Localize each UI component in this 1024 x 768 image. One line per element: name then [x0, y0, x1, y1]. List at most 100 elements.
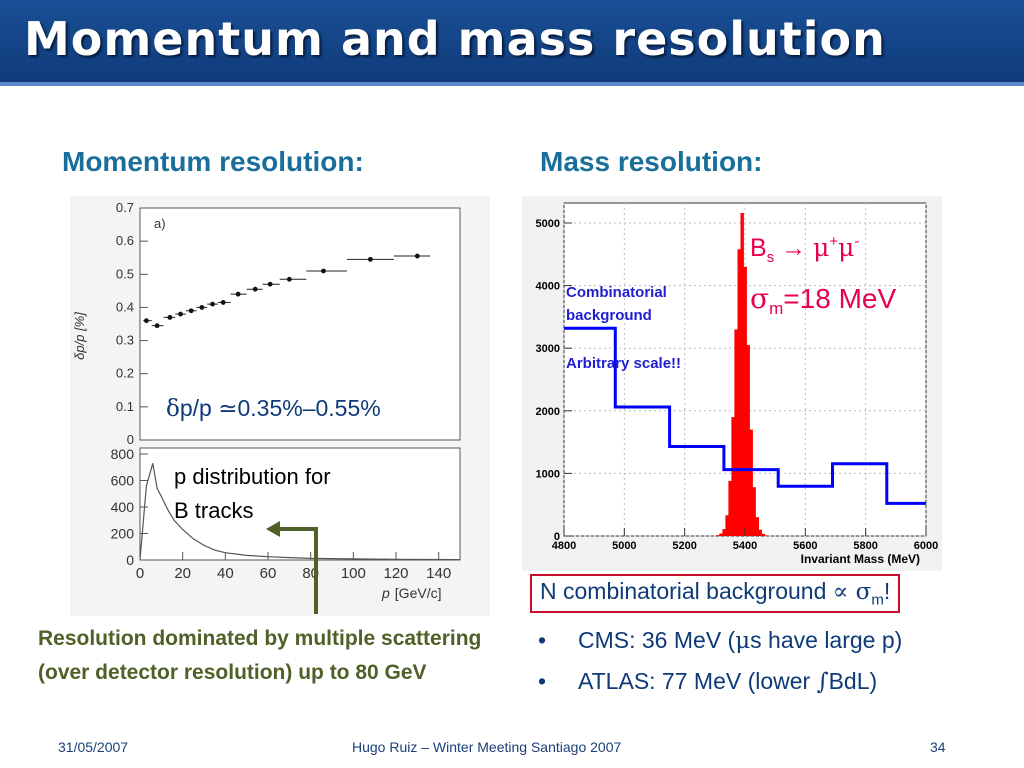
signal-bar — [761, 533, 765, 536]
ytick-label: 3000 — [536, 343, 560, 355]
resolution-ylabel: δp/p [%] — [72, 312, 87, 360]
xtick-label: 40 — [217, 565, 234, 582]
signal-bar — [749, 429, 753, 536]
xtick-label: 6000 — [914, 540, 938, 552]
combinatorial-box: N combinatorial background ∝ σm! — [530, 574, 901, 613]
resolution-point — [178, 311, 183, 317]
ytick-label: 5000 — [536, 218, 560, 230]
resolution-point — [235, 291, 241, 297]
ytick-label: 0.7 — [116, 200, 134, 215]
resolution-annotation: δp/p ≃0.35%–0.55% — [166, 395, 381, 422]
resolution-yticks: 0.7 0.6 0.5 0.4 0.3 0.2 0.1 0 — [116, 200, 148, 447]
signal-bar — [734, 329, 738, 536]
xtick-label: 5800 — [853, 540, 877, 552]
mass-xticks: 4800 5000 5200 5400 5600 5800 6000 — [552, 528, 938, 552]
xtick-label: 5400 — [733, 540, 757, 552]
signal-bar — [728, 480, 732, 536]
ytick-label: 600 — [111, 473, 135, 489]
xtick-label: 60 — [260, 565, 277, 582]
signal-bar — [716, 535, 720, 536]
arrow-line — [276, 527, 318, 614]
xtick-label: 140 — [426, 565, 451, 582]
resolution-point — [167, 314, 173, 320]
signal-bar — [758, 529, 762, 536]
resolution-point — [144, 318, 149, 324]
multiple-scattering-note: Resolution dominated by multiple scatter… — [38, 627, 482, 684]
title-rule — [0, 82, 1024, 86]
pdist-xlabel: p [GeV/c] — [381, 585, 441, 601]
xtick-label: 100 — [341, 565, 366, 582]
signal-bar — [731, 417, 735, 536]
xtick-label: 5600 — [793, 540, 817, 552]
resolution-point — [368, 256, 373, 262]
resolution-points — [143, 253, 431, 329]
momentum-figure: δp/p [%] a) 0.7 0.6 0.5 0.4 0.3 0.2 0.1 0 δp/p … — [70, 196, 490, 616]
ytick-label: 1000 — [536, 468, 560, 480]
resolution-point — [321, 268, 326, 274]
signal-bar — [719, 533, 723, 536]
signal-bar — [746, 345, 750, 536]
resolution-point — [199, 305, 205, 310]
resolution-point — [220, 300, 226, 305]
sigma-label: σm=18 MeV — [750, 282, 896, 318]
list-item: • CMS: 36 MeV (μs have large p) — [538, 627, 903, 654]
bkg-label-line2: background — [566, 307, 652, 324]
xtick-label: 5000 — [612, 540, 636, 552]
bkg-label-line1: Combinatorial — [566, 284, 667, 301]
xtick-label: 4800 — [552, 540, 576, 552]
list-item: • ATLAS: 77 MeV (lower ∫BdL) — [538, 668, 878, 695]
ytick-label: 0.6 — [116, 233, 134, 248]
arbitrary-scale-label: Arbitrary scale!! — [566, 355, 681, 372]
signal-bar — [725, 515, 729, 536]
ytick-label: 0 — [126, 552, 134, 568]
resolution-point — [252, 286, 258, 292]
background-histogram — [564, 326, 926, 505]
xtick-label: 120 — [383, 565, 408, 582]
xtick-label: 20 — [174, 565, 191, 582]
resolution-plot-frame — [139, 207, 461, 441]
pdist-label-line1: p distribution for — [174, 464, 331, 489]
mass-xlabel: Invariant Mass (MeV) — [801, 552, 920, 566]
signal-bar — [740, 213, 744, 536]
ytick-label: 0 — [127, 432, 134, 447]
signal-bar — [755, 517, 759, 536]
signal-histogram — [716, 213, 768, 537]
signal-bar — [743, 266, 747, 536]
slide-title: Momentum and mass resolution — [24, 12, 886, 66]
panel-label: a) — [154, 216, 166, 231]
ytick-label: 0.4 — [116, 299, 134, 314]
title-bar: Momentum and mass resolution — [0, 0, 1024, 86]
signal-bar — [764, 535, 768, 536]
resolution-point — [286, 276, 292, 282]
pdist-plot-frame — [139, 447, 461, 561]
momentum-heading: Momentum resolution: — [62, 146, 364, 177]
resolution-point — [188, 308, 194, 314]
xtick-label: 0 — [136, 565, 144, 582]
footer-date: 31/05/2007 — [58, 739, 129, 755]
ytick-label: 0.2 — [116, 366, 134, 381]
mass-heading: Mass resolution: — [540, 146, 763, 177]
pdist-histogram — [139, 463, 461, 561]
pdist-yticks: 800 600 400 200 0 — [111, 446, 148, 568]
bs-decay-label: Bs → μ+μ- — [750, 233, 859, 266]
arrow-head — [266, 521, 280, 537]
xtick-label: 5200 — [672, 540, 696, 552]
ytick-label: 400 — [111, 499, 135, 515]
ytick-label: 800 — [111, 446, 135, 462]
experiment-list: • CMS: 36 MeV (μs have large p) • ATLAS: 7… — [538, 620, 902, 702]
signal-bar — [737, 249, 741, 537]
ytick-label: 0.5 — [116, 266, 134, 281]
mass-yticks: 5000 4000 3000 2000 1000 0 — [536, 218, 572, 543]
ytick-label: 0.3 — [116, 333, 134, 348]
signal-bar — [722, 529, 726, 536]
page-number: 34 — [930, 739, 946, 755]
ytick-label: 200 — [111, 526, 135, 542]
ytick-label: 2000 — [536, 406, 560, 418]
resolution-point — [210, 301, 215, 307]
resolution-point — [154, 323, 160, 329]
footer-title: Hugo Ruiz – Winter Meeting Santiago 2007 — [352, 739, 622, 755]
resolution-point — [414, 253, 420, 259]
resolution-point — [267, 281, 273, 287]
pdist-label-line2: B tracks — [174, 498, 253, 523]
ytick-label: 0.1 — [116, 399, 134, 414]
